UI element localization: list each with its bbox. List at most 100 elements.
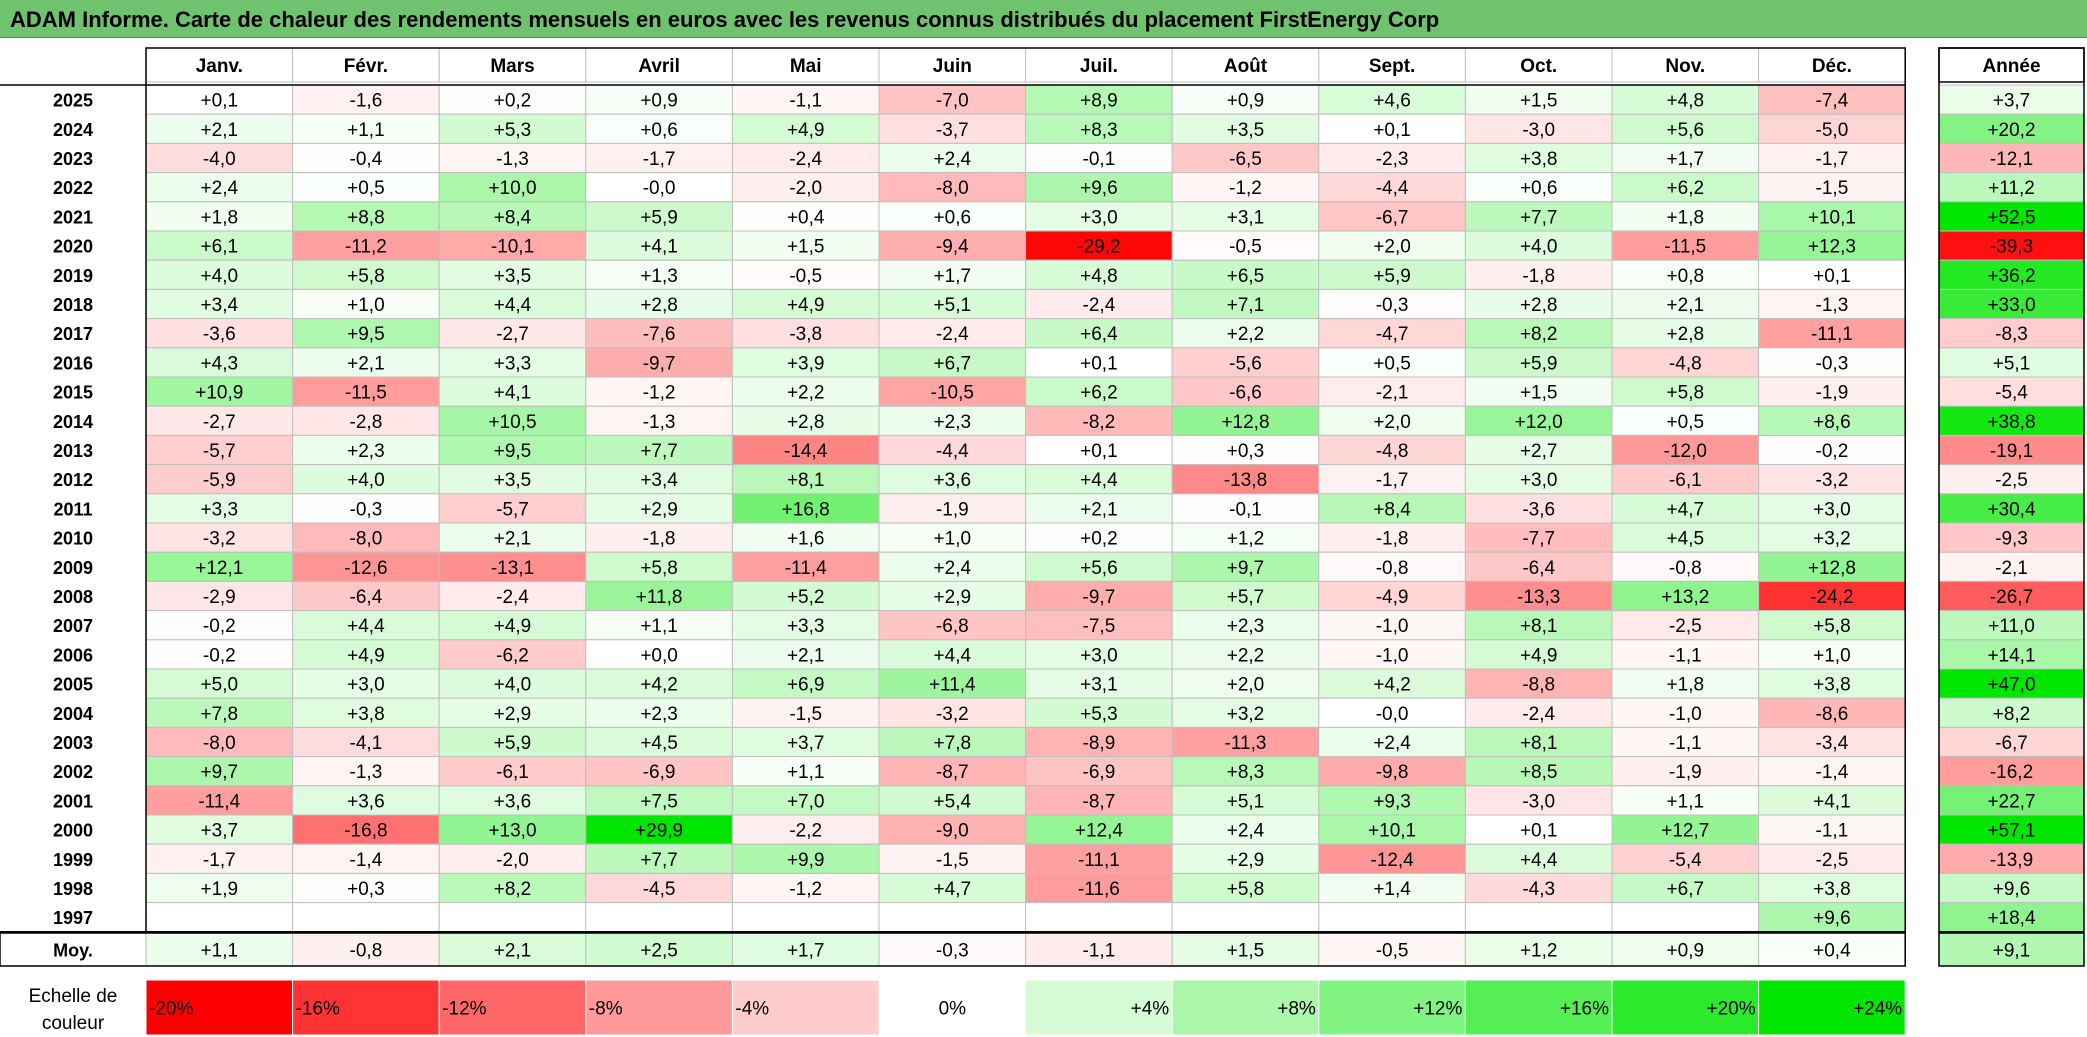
cell-value: +3,4: [201, 295, 239, 316]
month-header: Mars: [490, 56, 534, 77]
heatmap-cell: [292, 756, 440, 787]
cell-value: +0,1: [1080, 353, 1118, 374]
scale-value: -8%: [589, 999, 623, 1020]
cell-value: +7,8: [201, 704, 239, 725]
heatmap-cell: [878, 376, 1027, 407]
cell-value: -11,4: [785, 558, 827, 579]
heatmap-cell: [1611, 172, 1760, 203]
cell-value: -7,6: [643, 324, 676, 345]
heatmap-cell: [1758, 318, 1906, 349]
year-label: 2007: [53, 616, 93, 636]
heatmap-cell: [292, 580, 440, 612]
heatmap-cell: [292, 843, 440, 874]
heatmap-cell: [878, 814, 1027, 845]
cell-value: +1,5: [1520, 91, 1558, 112]
annual-cell: [1938, 756, 2085, 787]
heatmap-cell: [1171, 230, 1320, 261]
heatmap-cell: [145, 318, 294, 349]
cell-value: -2,0: [496, 850, 529, 871]
heatmap-cell: [585, 814, 733, 845]
cell-value: +0,1: [1080, 441, 1118, 462]
cell-value: +2,8: [1520, 295, 1558, 316]
scale-value: -16%: [296, 999, 340, 1020]
cell-value: +0,5: [347, 178, 385, 199]
cell-value: -4,8: [1669, 353, 1702, 374]
cell-value: -16,8: [344, 821, 387, 842]
cell-value: +1,1: [640, 616, 678, 637]
heatmap-cell: [731, 347, 880, 378]
heatmap-cell: [1318, 872, 1466, 904]
heatmap-cell: [292, 172, 440, 203]
scale-swatch: [731, 979, 880, 1036]
cell-value: -8,9: [1083, 733, 1116, 754]
year-label: 2018: [53, 295, 93, 315]
heatmap-cell: [1464, 376, 1613, 407]
heatmap-cell: [438, 756, 587, 787]
heatmap-cell: [1318, 84, 1466, 115]
cell-value: +6,5: [1227, 266, 1265, 287]
cell-value: -6,7: [1376, 207, 1409, 228]
annual-value: +30,4: [1987, 499, 2036, 520]
annual-value: +36,2: [1987, 266, 2035, 287]
cell-value: +4,7: [934, 879, 972, 900]
cell-value: +5,8: [347, 266, 385, 287]
cell-value: +8,2: [494, 879, 532, 900]
cell-value: +6,2: [1667, 178, 1705, 199]
cell-value: +3,3: [494, 353, 532, 374]
heatmap-cell: [1611, 726, 1760, 758]
heatmap-cell: [878, 756, 1027, 787]
heatmap-cell: [292, 551, 440, 582]
month-header-cell: [1464, 47, 1613, 83]
year-label: 1997: [53, 908, 93, 928]
heatmap-cell: [1611, 639, 1760, 670]
cell-value: -10,1: [491, 237, 534, 258]
cell-value: +1,0: [934, 529, 972, 550]
cell-value: +7,5: [640, 791, 678, 812]
heatmap-cell: [1025, 902, 1173, 933]
year-label: 2009: [53, 558, 93, 578]
heatmap-cell: [731, 493, 880, 524]
cell-value: +2,1: [201, 120, 239, 141]
cell-value: -2,4: [936, 324, 969, 345]
annual-value: +8,2: [1993, 704, 2031, 725]
heatmap-cell: [1171, 639, 1320, 670]
heatmap-cell: [585, 756, 733, 787]
month-header-cell: [1611, 47, 1760, 83]
month-header: Août: [1224, 56, 1268, 77]
cell-value: +2,4: [1373, 733, 1411, 754]
annual-value: -8,3: [1995, 324, 2028, 345]
cell-value: +2,8: [640, 295, 678, 316]
scale-swatch: [585, 979, 733, 1036]
cell-value: -3,0: [1522, 791, 1555, 812]
heatmap-cell: [1611, 697, 1760, 728]
heatmap-cell: [1464, 172, 1613, 203]
cell-value: +8,3: [1080, 120, 1118, 141]
heatmap-cell: [1318, 318, 1466, 349]
cell-value: -0,1: [1083, 149, 1116, 170]
heatmap-cell: [438, 434, 587, 466]
heatmap-cell: [1611, 522, 1760, 553]
cell-value: +2,4: [934, 149, 972, 170]
cell-value: -11,4: [198, 791, 240, 812]
cell-value: -9,7: [643, 353, 676, 374]
scale-value: +8%: [1277, 999, 1316, 1020]
cell-value: -2,3: [1376, 149, 1409, 170]
year-label: 2020: [53, 237, 93, 257]
cell-value: -1,6: [350, 91, 383, 112]
heatmap-cell: [1464, 84, 1613, 115]
year-label: 2016: [53, 353, 93, 373]
heatmap-cell: [1025, 347, 1173, 378]
heatmap-cell: [145, 172, 294, 203]
heatmap-cell: [145, 785, 294, 816]
cell-value: -5,9: [203, 470, 236, 491]
cell-value: -1,1: [1669, 733, 1702, 754]
cell-value: -2,7: [496, 324, 529, 345]
heatmap-cell: [1171, 113, 1320, 144]
cell-value: -3,4: [1816, 733, 1849, 754]
cell-value: +1,4: [1373, 879, 1411, 900]
heatmap-cell: [1758, 434, 1906, 466]
cell-value: +5,7: [1227, 587, 1265, 608]
cell-value: -1,7: [1816, 149, 1849, 170]
heatmap-cell: [731, 522, 880, 553]
heatmap-cell: [878, 259, 1027, 290]
